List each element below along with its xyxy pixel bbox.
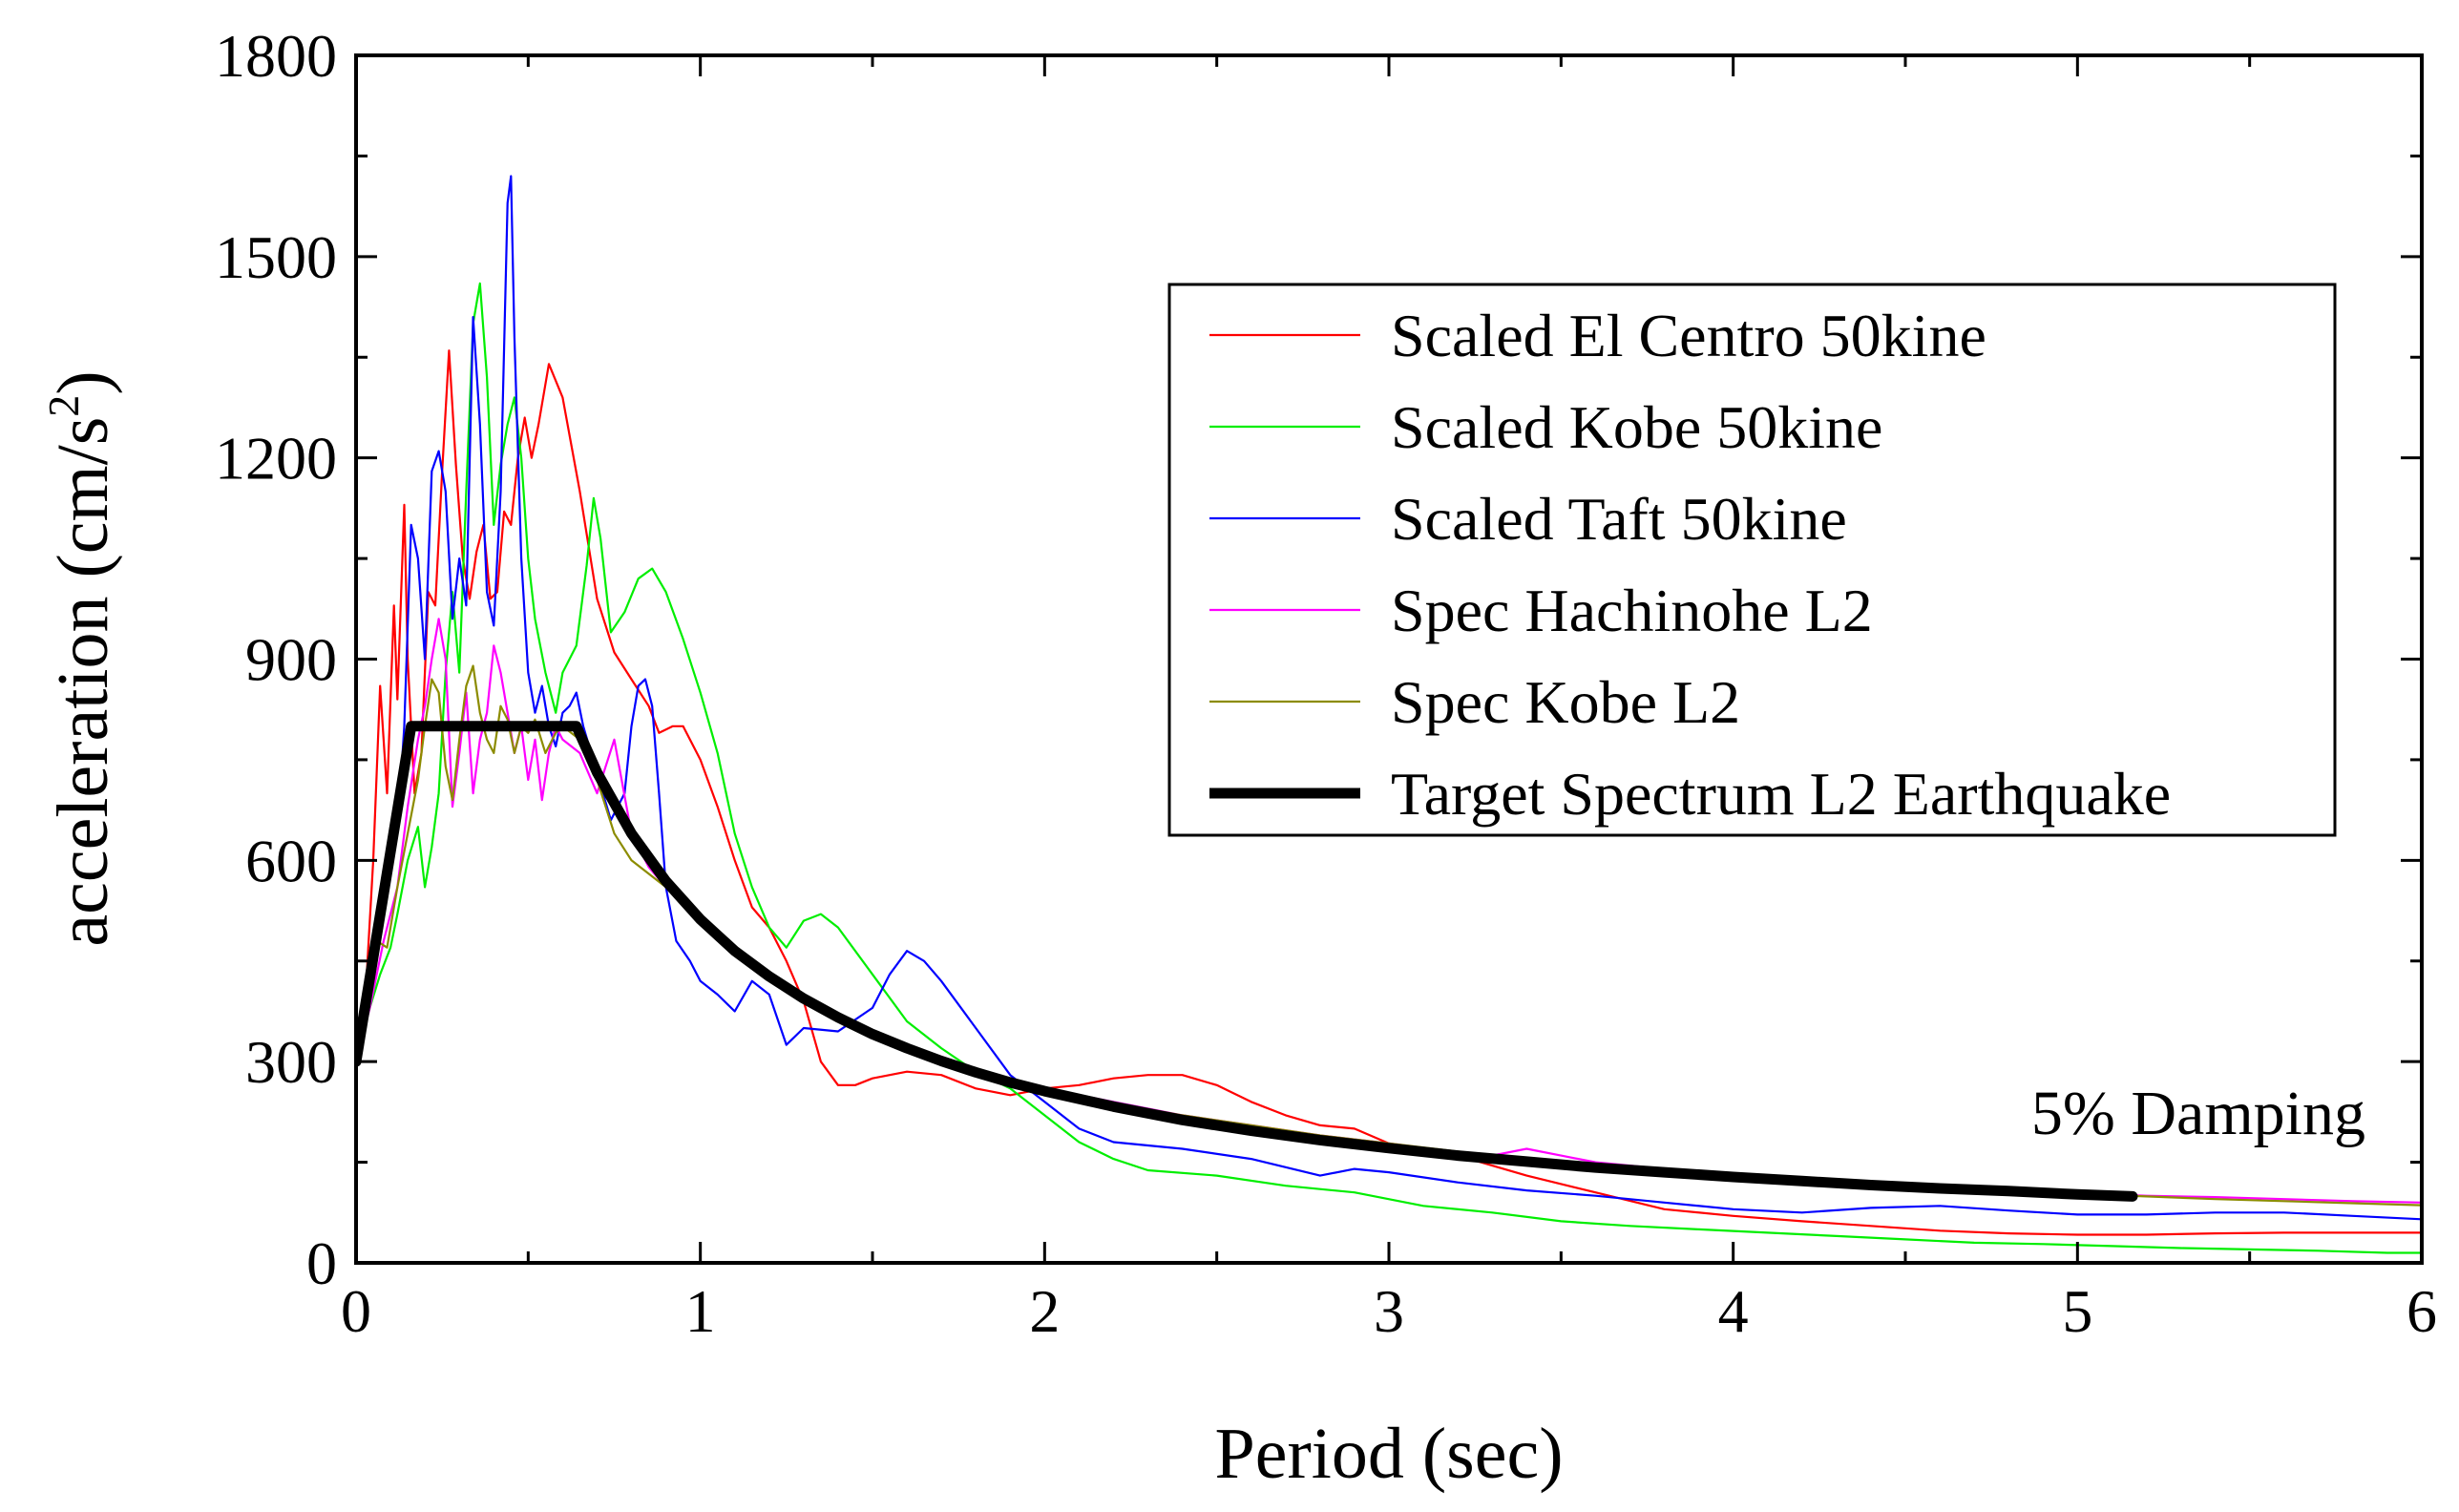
annotation-damping: 5% Damping (2031, 1079, 2365, 1148)
legend-label: Scaled Taft 50kine (1391, 485, 1847, 553)
y-tick-label: 1800 (215, 22, 337, 90)
y-tick-label: 900 (245, 626, 337, 694)
x-tick-label: 1 (685, 1277, 716, 1345)
legend-label: Spec Hachinohe L2 (1391, 577, 1873, 644)
x-axis-title: Period (sec) (1214, 1414, 1563, 1494)
x-tick-label: 4 (1718, 1277, 1749, 1345)
x-tick-label: 5 (2062, 1277, 2092, 1345)
series-line-2 (356, 282, 2422, 1254)
y-axis-title-main: acceleration (cm/s (43, 417, 123, 947)
legend-box (1167, 283, 2337, 837)
y-tick-label: 600 (245, 827, 337, 894)
series-line-6 (356, 721, 2138, 1202)
ticks-layer: 0 1 2 3 4 5 6 0 300 600 900 1200 1500 1800 (215, 22, 2437, 1345)
legend-label: Scaled Kobe 50kine (1391, 393, 1882, 461)
series-layer (356, 175, 2422, 1254)
x-tick-label: 6 (2406, 1277, 2437, 1345)
x-tick-label: 2 (1029, 1277, 1060, 1345)
legend: Scaled El Centro 50kine Scaled Kobe 50kin… (1167, 283, 2337, 837)
legend-label: Spec Kobe L2 (1391, 668, 1740, 736)
y-tick-label: 1200 (215, 425, 337, 493)
y-tick-label: 0 (306, 1229, 337, 1297)
legend-label: Target Spectrum L2 Earthquake (1391, 760, 2171, 828)
y-tick-label: 1500 (215, 223, 337, 291)
legend-label: Scaled El Centro 50kine (1391, 302, 1986, 369)
x-tick-label: 0 (341, 1277, 371, 1345)
x-tick-label: 3 (1374, 1277, 1404, 1345)
y-axis-title-superscript: 2 (39, 395, 88, 417)
y-axis-title-close: ) (43, 370, 123, 394)
y-axis-title: acceleration (cm/s2) (39, 370, 123, 946)
y-tick-label: 300 (245, 1028, 337, 1096)
